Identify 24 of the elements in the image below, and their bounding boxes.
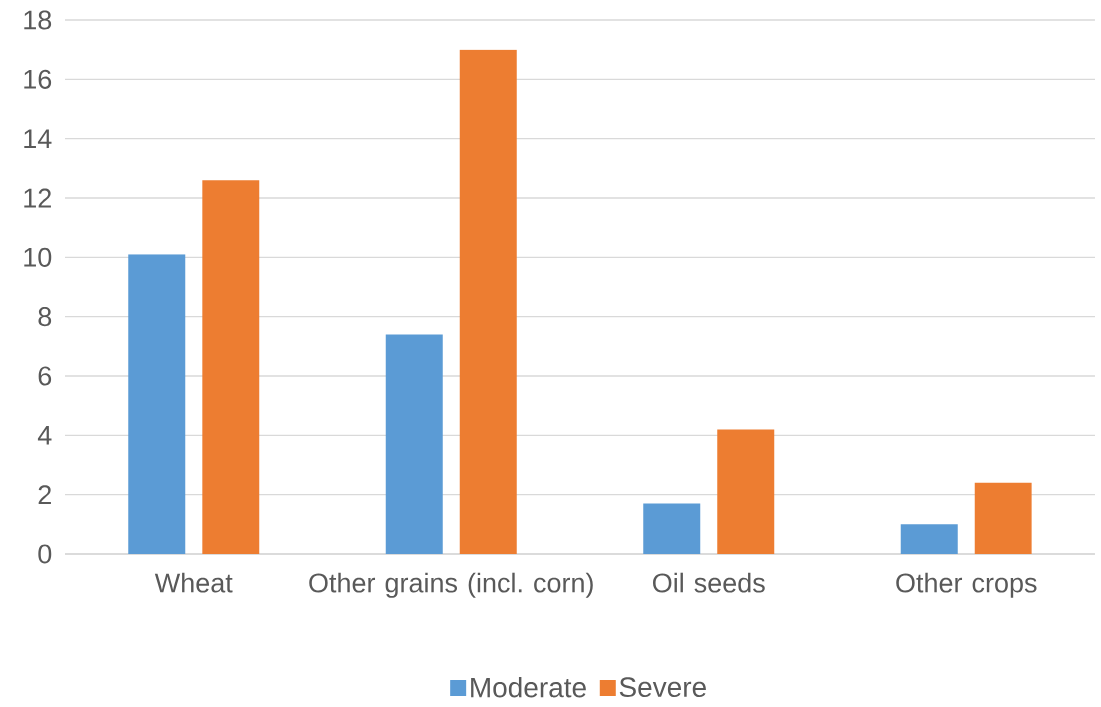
y-tick-label: 16 [24, 69, 52, 89]
bar [202, 180, 260, 554]
bar [459, 49, 517, 554]
y-tick-label: 4 [37, 426, 52, 445]
bar [385, 334, 443, 554]
bar [128, 254, 186, 554]
bar [717, 429, 775, 554]
y-tick-label: 14 [24, 129, 52, 148]
y-tick-label: 10 [24, 247, 52, 267]
x-tick-label: Oil seeds [653, 572, 765, 593]
y-tick-label: 18 [24, 10, 52, 30]
y-tick-label: 12 [24, 188, 51, 208]
bar [643, 503, 701, 554]
x-tick-label: Wheat [154, 572, 233, 593]
y-tick-label: 0 [38, 544, 52, 564]
x-tick-label: Other grains (incl. corn) [309, 572, 593, 598]
x-tick-label: Other crops [896, 572, 1037, 598]
legend-label: Severe [619, 677, 706, 698]
y-tick-label: 8 [38, 307, 52, 327]
bar [974, 482, 1032, 554]
bar [900, 524, 958, 554]
y-tick-label: 6 [38, 366, 52, 386]
y-tick-label: 2 [38, 485, 51, 505]
legend-label: Moderate [471, 676, 586, 698]
